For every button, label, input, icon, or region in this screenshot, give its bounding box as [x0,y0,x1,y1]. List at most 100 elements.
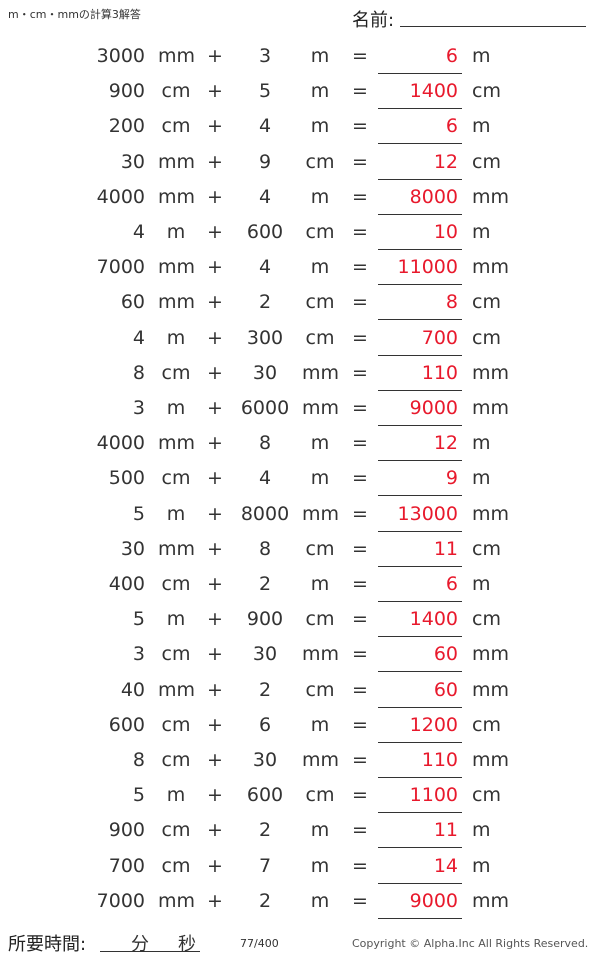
time-field-line [100,951,200,952]
number-1: 4 [132,326,145,349]
unit-1: mm [158,537,196,560]
problem-row: 4000 mm +8 m = 12 m [0,426,600,461]
number-2: 4 [258,115,272,138]
unit-2: m [310,713,330,736]
plus-sign: + [207,432,223,455]
unit-1: m [166,221,186,243]
unit-2: cm [305,291,335,314]
problem-row: 5 m +8000 mm = 13000 mm [0,497,600,532]
answer-line [378,636,462,638]
answer-unit: mm [472,185,510,208]
unit-1: cm [161,361,191,384]
plus-sign: + [207,749,223,771]
number-2: 9 [258,150,272,173]
plus-sign: + [207,854,223,877]
equals-sign: = [352,608,368,631]
problem-row: 400 cm +2 m = 6 m [0,567,600,602]
answer: 12 [433,150,458,173]
equals-sign: = [352,573,368,595]
unit-2: cm [305,221,335,243]
equals-sign: = [352,80,368,103]
answer-line [378,706,462,708]
answer: 11 [433,819,458,842]
number-2: 8 [258,537,272,560]
number-1: 600 [108,713,145,736]
unit-2: mm [302,643,340,666]
unit-1: mm [158,185,196,208]
unit-1: cm [161,749,191,771]
unit-1: m [166,784,186,807]
problem-row: 7000 mm +2 m = 9000 mm [0,884,600,919]
number-2: 300 [246,326,284,349]
answer-unit: mm [472,749,510,771]
plus-sign: + [207,221,223,243]
number-1: 30 [120,537,145,560]
problem-row: 4 m +600 cm = 10 m [0,215,600,250]
answer-line [378,882,462,884]
unit-1: m [166,397,186,419]
unit-1: cm [161,467,191,490]
number-2: 2 [258,573,272,595]
unit-2: cm [305,784,335,807]
problem-row: 40 mm +2 cm = 60 mm [0,673,600,708]
time-label: 所要時間: [8,934,87,955]
equals-sign: = [352,361,368,384]
problem-row: 3000 mm +3 m = 6 m [0,39,600,74]
answer-unit: m [472,115,491,138]
problem-row: 3 m +6000 mm = 9000 mm [0,391,600,426]
number-2: 600 [246,784,284,807]
answer: 1400 [409,80,458,103]
answer: 1400 [409,608,458,631]
answer-line [378,460,462,462]
unit-1: mm [158,889,196,912]
answer-unit: m [472,467,491,490]
plus-sign: + [207,819,223,842]
plus-sign: + [207,45,223,67]
answer-unit: cm [472,150,501,173]
unit-2: m [310,256,330,279]
answer-unit: mm [472,256,510,279]
equals-sign: = [352,749,368,771]
answer: 110 [421,749,458,771]
answer-line [378,741,462,743]
plus-sign: + [207,150,223,173]
unit-2: m [310,854,330,877]
equals-sign: = [352,537,368,560]
number-2: 4 [258,256,272,279]
unit-2: m [310,45,330,67]
equals-sign: = [352,45,368,67]
answer-line [378,108,462,110]
unit-2: cm [305,608,335,631]
unit-2: cm [305,537,335,560]
answer: 1200 [409,713,458,736]
plus-sign: + [207,115,223,138]
answer-unit: m [472,819,491,842]
number-2: 4 [258,185,272,208]
answer-line [378,812,462,814]
unit-1: cm [161,819,191,842]
problem-row: 200 cm +4 m = 6 m [0,109,600,144]
seconds-label: 秒 [178,934,196,955]
unit-1: cm [161,573,191,595]
answer-unit: mm [472,361,510,384]
answer-unit: cm [472,537,501,560]
equals-sign: = [352,397,368,419]
answer-line [378,917,462,919]
answer-unit: m [472,854,491,877]
plus-sign: + [207,889,223,912]
answer: 14 [433,854,458,877]
equals-sign: = [352,467,368,490]
plus-sign: + [207,643,223,666]
number-2: 7 [258,854,272,877]
number-1: 4000 [96,185,145,208]
plus-sign: + [207,326,223,349]
problem-row: 700 cm +7 m = 14 m [0,849,600,884]
unit-2: mm [302,502,340,525]
answer: 60 [433,678,458,701]
answer: 10 [433,221,458,243]
unit-2: cm [305,326,335,349]
equals-sign: = [352,713,368,736]
number-1: 200 [108,115,145,138]
answer: 9000 [409,889,458,912]
unit-2: m [310,889,330,912]
